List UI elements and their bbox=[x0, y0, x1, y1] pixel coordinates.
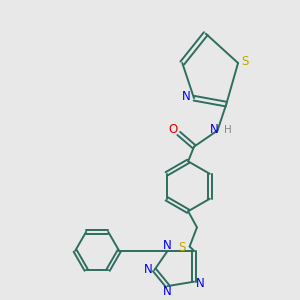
Text: N: N bbox=[182, 90, 191, 103]
Text: N: N bbox=[210, 123, 219, 136]
Text: O: O bbox=[169, 123, 178, 136]
Text: N: N bbox=[163, 239, 172, 252]
Text: N: N bbox=[144, 263, 152, 276]
Text: N: N bbox=[196, 277, 205, 290]
Text: N: N bbox=[163, 285, 172, 298]
Text: S: S bbox=[241, 55, 248, 68]
Text: H: H bbox=[224, 125, 232, 135]
Text: S: S bbox=[178, 241, 186, 254]
